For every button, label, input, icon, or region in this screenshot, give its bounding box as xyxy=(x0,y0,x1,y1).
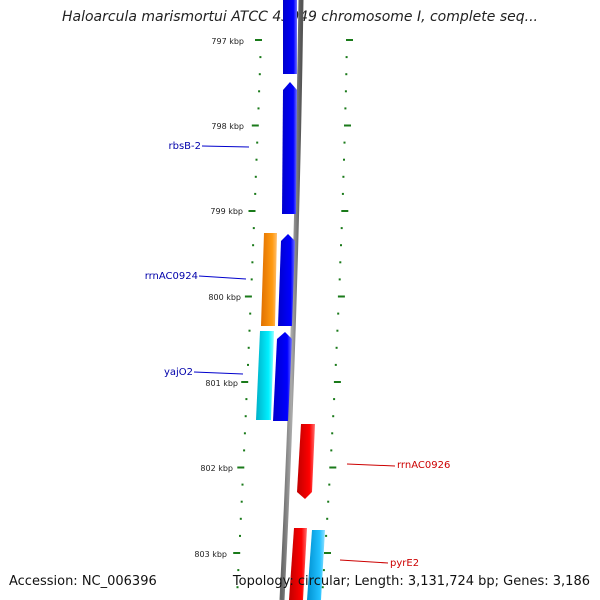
gene-forward-blue-3[interactable] xyxy=(273,332,292,421)
gene-rrnAC0924-orange[interactable] xyxy=(261,233,277,326)
right-tick-0 xyxy=(346,39,353,41)
left-tick-28 xyxy=(239,517,242,520)
connector-pyrE2 xyxy=(339,559,389,564)
left-tick-19 xyxy=(247,363,249,366)
right-tick-22 xyxy=(332,415,335,418)
left-tick-20 xyxy=(241,381,249,383)
gene-rrnAC0926[interactable] xyxy=(297,424,315,499)
left-tick-5 xyxy=(251,124,259,127)
right-tick-6 xyxy=(343,141,346,144)
left-tick-9 xyxy=(254,192,257,195)
right-tick-5 xyxy=(344,124,351,127)
right-tick-14 xyxy=(338,278,341,281)
right-tick-27 xyxy=(327,500,330,503)
connector-yajO2 xyxy=(193,371,244,375)
right-tick-8 xyxy=(342,175,345,178)
left-tick-24 xyxy=(243,449,246,452)
left-tick-17 xyxy=(248,329,251,332)
right-tick-32 xyxy=(321,586,324,589)
right-tick-4 xyxy=(344,107,347,110)
right-tick-21 xyxy=(333,398,336,401)
left-tick-11 xyxy=(252,227,255,230)
left-tick-3 xyxy=(258,90,261,93)
right-tick-23 xyxy=(331,432,334,435)
tick-label-803: 803 kbp xyxy=(194,550,227,559)
left-tick-25 xyxy=(237,466,245,469)
left-tick-18 xyxy=(247,346,250,349)
right-tick-1 xyxy=(345,56,348,59)
right-tick-24 xyxy=(330,449,333,452)
right-tick-11 xyxy=(340,227,343,230)
right-tick-28 xyxy=(326,517,329,520)
tick-label-800: 800 kbp xyxy=(208,293,241,302)
left-tick-15 xyxy=(244,295,252,298)
tick-label-802: 802 kbp xyxy=(200,464,233,473)
right-tick-9 xyxy=(341,192,344,195)
right-tick-30 xyxy=(324,552,331,554)
right-tick-7 xyxy=(343,158,345,161)
right-tick-3 xyxy=(344,90,347,93)
left-tick-32 xyxy=(236,586,239,589)
gene-label-rbsB-2[interactable]: rbsB-2 xyxy=(169,141,202,152)
right-tick-16 xyxy=(337,312,340,315)
left-tick-12 xyxy=(252,244,255,247)
left-tick-2 xyxy=(258,73,261,76)
left-tick-0 xyxy=(255,39,262,41)
left-tick-27 xyxy=(240,500,243,503)
tick-label-801: 801 kbp xyxy=(205,379,238,388)
left-tick-21 xyxy=(245,398,248,401)
connector-rrnAC0926 xyxy=(346,463,396,467)
right-tick-column xyxy=(321,39,353,589)
right-tick-19 xyxy=(334,363,337,366)
right-tick-31 xyxy=(322,569,325,572)
gene-label-rrnAC0926[interactable]: rrnAC0926 xyxy=(397,460,450,471)
left-tick-10 xyxy=(248,210,256,212)
right-tick-26 xyxy=(328,483,331,486)
left-tick-column xyxy=(233,39,262,589)
left-tick-4 xyxy=(257,107,260,110)
gene-pyrE2[interactable] xyxy=(289,528,307,600)
tick-label-799: 799 kbp xyxy=(210,207,243,216)
tick-label-797: 797 kbp xyxy=(211,37,244,46)
connector-rbsB-2 xyxy=(201,145,250,148)
left-tick-26 xyxy=(241,483,244,486)
right-tick-15 xyxy=(337,295,345,298)
right-tick-12 xyxy=(340,244,342,247)
left-tick-8 xyxy=(254,175,257,178)
left-tick-7 xyxy=(255,158,258,161)
gene-label-rrnAC0924[interactable]: rrnAC0924 xyxy=(145,271,198,282)
right-tick-20 xyxy=(333,381,341,383)
left-tick-23 xyxy=(243,432,246,435)
gene-yajO2-cyan[interactable] xyxy=(256,331,274,420)
gene-rbsB-2[interactable] xyxy=(282,82,297,214)
gene-forward-blue-2[interactable] xyxy=(278,234,295,326)
left-tick-14 xyxy=(250,278,253,281)
left-tick-13 xyxy=(251,261,254,264)
connector-rrnAC0924 xyxy=(198,275,247,280)
gene-label-pyrE2[interactable]: pyrE2 xyxy=(390,558,419,569)
left-tick-29 xyxy=(239,534,241,537)
left-tick-30 xyxy=(233,552,241,554)
right-tick-25 xyxy=(329,466,337,469)
accession-text: Accession: NC_006396 xyxy=(9,574,157,589)
right-tick-13 xyxy=(339,261,342,264)
left-tick-1 xyxy=(259,56,262,59)
left-tick-6 xyxy=(256,141,259,144)
gene-label-yajO2[interactable]: yajO2 xyxy=(164,367,193,378)
left-tick-22 xyxy=(244,415,247,418)
right-tick-2 xyxy=(345,73,348,76)
sequence-backbone xyxy=(279,0,304,600)
gene-block-top[interactable] xyxy=(283,0,297,74)
right-tick-17 xyxy=(336,329,339,332)
left-tick-31 xyxy=(237,569,240,572)
tick-label-798: 798 kbp xyxy=(211,122,244,131)
right-tick-18 xyxy=(335,346,338,349)
topology-text: Topology: circular; Length: 3,131,724 bp… xyxy=(232,574,590,589)
left-tick-16 xyxy=(249,312,252,315)
right-tick-29 xyxy=(325,534,328,537)
gene-reverse-skyblue[interactable] xyxy=(307,530,325,600)
right-tick-10 xyxy=(341,210,349,212)
